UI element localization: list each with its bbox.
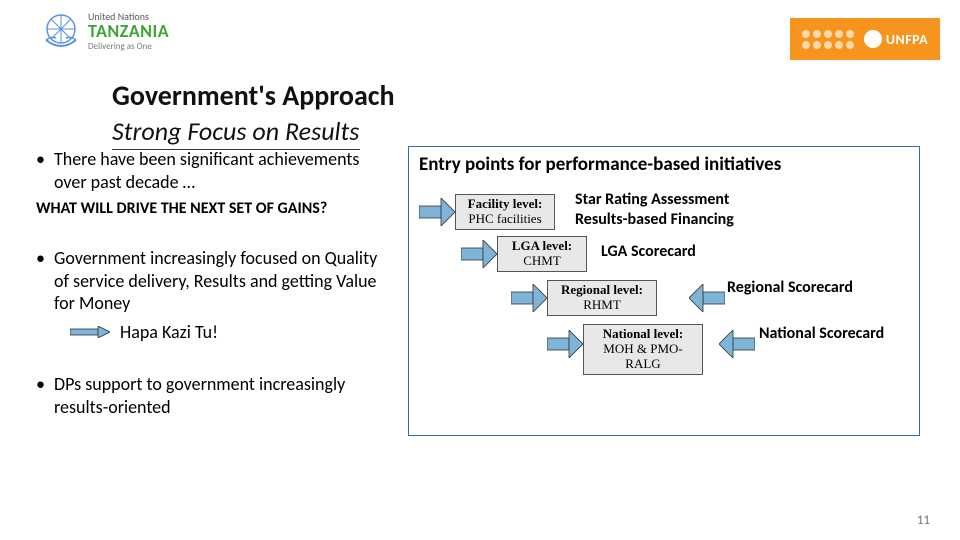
bullet-dot-icon: •	[36, 148, 54, 193]
levels-diagram: Facility level: PHC facilities Star Rati…	[419, 190, 909, 420]
un-deliver-label: Delivering as One	[88, 42, 169, 52]
bullet-dot-icon: •	[36, 247, 54, 343]
arrow-left-icon	[719, 330, 755, 358]
level-sub: MOH & PMO-RALG	[592, 342, 694, 372]
arrow-right-icon	[70, 321, 110, 344]
level-box-lga: LGA level: CHMT	[497, 236, 587, 272]
level-label: Regional Scorecard	[727, 278, 853, 297]
bullet-1: • There have been significant achievemen…	[36, 148, 396, 193]
arrow-right-icon	[547, 330, 583, 358]
entry-points-panel: Entry points for performance-based initi…	[408, 146, 920, 436]
level-sub: PHC facilities	[464, 212, 546, 227]
level-box-facility: Facility level: PHC facilities	[455, 194, 555, 230]
unfpa-text: UNFPA	[886, 31, 928, 48]
unfpa-dots-icon	[802, 30, 854, 49]
arrow-left-icon	[689, 284, 725, 312]
level-label: LGA Scorecard	[601, 242, 696, 261]
title-block: Government's Approach Strong Focus on Re…	[112, 78, 395, 150]
level-box-national: National level: MOH & PMO-RALG	[583, 324, 703, 375]
level-sub: CHMT	[506, 254, 578, 269]
level-head: National level:	[592, 327, 694, 342]
next-gains-heading: WHAT WILL DRIVE THE NEXT SET OF GAINS?	[36, 199, 396, 219]
header: United Nations TANZANIA Delivering as On…	[40, 8, 940, 62]
level-head: Regional level:	[556, 283, 648, 298]
bullet-2-text: Government increasingly focused on Quali…	[54, 247, 396, 315]
un-emblem-icon	[40, 8, 82, 55]
bullet-2: • Government increasingly focused on Qua…	[36, 247, 396, 343]
title-sub: Strong Focus on Results	[112, 115, 395, 147]
un-country-label: TANZANIA	[88, 22, 169, 42]
unfpa-logo: UNFPA	[790, 18, 940, 60]
hapa-text: Hapa Kazi Tu!	[120, 321, 218, 344]
left-column: • There have been significant achievemen…	[36, 148, 396, 422]
level-label: National Scorecard	[759, 324, 884, 343]
arrow-right-icon	[419, 198, 455, 226]
bullet-3: • DPs support to government increasingly…	[36, 373, 396, 418]
title-main: Government's Approach	[112, 78, 395, 113]
un-text-block: United Nations TANZANIA Delivering as On…	[88, 11, 169, 52]
level-head: LGA level:	[506, 239, 578, 254]
bullet-3-text: DPs support to government increasingly r…	[54, 373, 396, 418]
bullet-1-text: There have been significant achievements…	[54, 148, 396, 193]
bullet-dot-icon: •	[36, 373, 54, 418]
level-box-regional: Regional level: RHMT	[547, 280, 657, 316]
arrow-right-icon	[511, 284, 547, 312]
level-label: Star Rating Assessment	[575, 190, 729, 209]
level-sub: RHMT	[556, 298, 648, 313]
page-number: 11	[917, 513, 930, 528]
level-head: Facility level:	[464, 197, 546, 212]
arrow-right-icon	[461, 240, 497, 268]
unfpa-globe-icon	[864, 30, 882, 48]
panel-title: Entry points for performance-based initi…	[419, 153, 909, 176]
level-label: Results-based Financing	[575, 210, 734, 229]
